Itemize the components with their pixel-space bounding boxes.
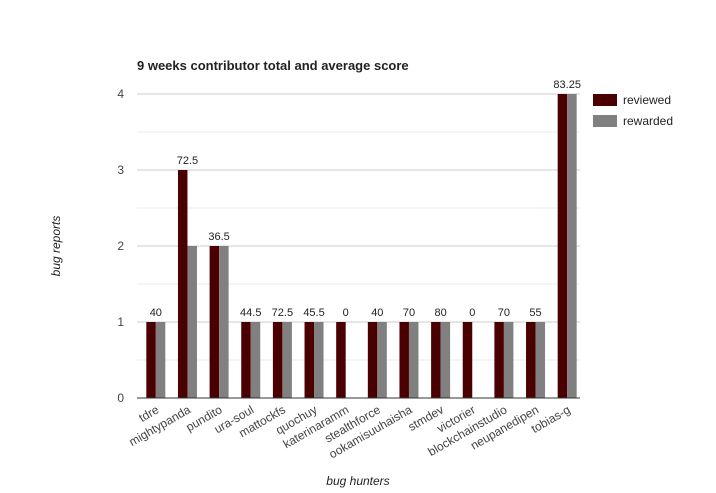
bar-rewarded (219, 246, 229, 398)
bar-rewarded (408, 322, 419, 398)
bar-annotation: 40 (371, 307, 383, 319)
bar-reviewed (336, 322, 346, 398)
bar-reviewed (399, 322, 409, 398)
bar-annotation: 45.5 (303, 307, 324, 319)
x-axis-categories: tdremightypandapunditoura-soulmattockfsq… (126, 402, 572, 461)
bar-rewarded (187, 246, 197, 398)
legend-label-rewarded: rewarded (623, 114, 673, 128)
bar-reviewed (431, 322, 441, 398)
bar-rewarded (440, 322, 451, 398)
bar-reviewed (177, 170, 188, 398)
bar-rewarded (155, 322, 166, 398)
bar-reviewed (241, 322, 251, 398)
bar-reviewed (272, 322, 283, 398)
bar-rewarded (314, 322, 324, 398)
bar-reviewed (494, 322, 504, 398)
bar-reviewed (526, 322, 536, 398)
bar-annotation: 36.5 (208, 231, 229, 243)
y-tick-label: 3 (117, 163, 124, 177)
bar-reviewed (557, 94, 568, 398)
bar-annotation: 72.5 (177, 155, 198, 167)
bars (146, 94, 577, 398)
y-tick-label: 4 (117, 87, 124, 101)
bar-annotation: 80 (434, 307, 446, 319)
bar-annotation: 72.5 (272, 307, 293, 319)
bar-rewarded (567, 94, 577, 398)
bar-reviewed (209, 246, 220, 398)
y-tick-label: 1 (117, 315, 124, 329)
bar-reviewed (146, 322, 156, 398)
bar-annotation: 70 (498, 307, 510, 319)
bar-annotation: 55 (529, 307, 541, 319)
bar-annotations: 40 72.5 36.5 44.5 72.5 45.5 0 40 70 80 0 70 55 83.25 (150, 79, 581, 319)
y-axis-ticks: 0 1 2 3 4 (117, 87, 124, 405)
bar-rewarded (503, 322, 514, 398)
bar-reviewed (304, 322, 315, 398)
bar-annotation: 0 (343, 307, 349, 319)
y-tick-label: 2 (117, 239, 124, 253)
bar-rewarded (535, 322, 546, 398)
bar-annotation: 70 (403, 307, 415, 319)
bar-annotation: 83.25 (553, 79, 581, 91)
bar-annotation: 40 (150, 307, 162, 319)
chart-title: 9 weeks contributor total and average sc… (137, 58, 409, 73)
bar-rewarded (377, 322, 387, 398)
legend-label-reviewed: reviewed (623, 93, 671, 107)
y-axis-title: bug reports (49, 216, 63, 277)
y-tick-label: 0 (117, 391, 124, 405)
bar-annotation: 0 (469, 307, 475, 319)
legend-swatch-rewarded (593, 115, 617, 127)
bar-rewarded (282, 322, 292, 398)
bar-rewarded (250, 322, 261, 398)
bar-reviewed (367, 322, 378, 398)
gridlines (137, 93, 580, 361)
x-category-label: mightypanda (126, 402, 193, 449)
legend: reviewed rewarded (593, 93, 673, 128)
bar-reviewed (462, 322, 473, 398)
legend-swatch-reviewed (593, 94, 617, 106)
x-axis-title: bug hunters (326, 474, 389, 488)
bar-annotation: 44.5 (240, 307, 261, 319)
